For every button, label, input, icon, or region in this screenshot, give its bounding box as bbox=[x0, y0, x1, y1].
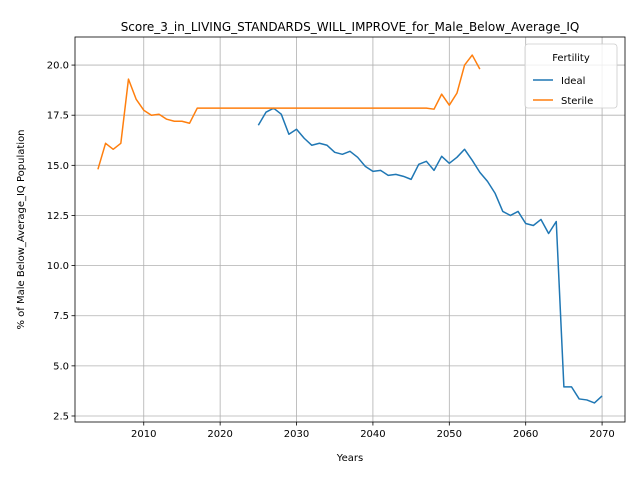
x-tick-label: 2040 bbox=[360, 429, 385, 440]
axis-ticks: 2010 2020 2030 2040 2050 2060 2070 2.5 5.0 7.5 10.… bbox=[47, 61, 615, 440]
legend-label-ideal: Ideal bbox=[561, 76, 585, 87]
x-tick-label: 2010 bbox=[131, 429, 156, 440]
chart-title: Score_3_in_LIVING_STANDARDS_WILL_IMPROVE… bbox=[121, 20, 580, 34]
y-tick-label: 20.0 bbox=[47, 61, 69, 72]
x-tick-label: 2050 bbox=[437, 429, 462, 440]
x-tick-label: 2070 bbox=[589, 429, 614, 440]
y-tick-label: 7.5 bbox=[53, 311, 69, 322]
plot-area bbox=[97, 54, 603, 404]
x-axis-title: Years bbox=[336, 453, 363, 464]
y-tick-label: 12.5 bbox=[47, 211, 69, 222]
y-axis-title: % of Male Below_Average_IQ Population bbox=[16, 129, 27, 329]
y-tick-label: 2.5 bbox=[53, 411, 69, 422]
legend-label-sterile: Sterile bbox=[561, 96, 593, 107]
plot-frame bbox=[74, 36, 626, 423]
x-tick-label: 2020 bbox=[207, 429, 232, 440]
x-tick-label: 2030 bbox=[284, 429, 309, 440]
series-line-sterile bbox=[97, 54, 481, 170]
legend-title: Fertility bbox=[552, 53, 590, 64]
y-tick-label: 5.0 bbox=[53, 361, 69, 372]
x-tick-label: 2060 bbox=[513, 429, 538, 440]
legend-box bbox=[524, 43, 618, 109]
series-line-ideal bbox=[257, 107, 603, 404]
y-tick-label: 10.0 bbox=[47, 261, 69, 272]
y-tick-label: 15.0 bbox=[47, 161, 69, 172]
legend: Fertility Ideal Sterile bbox=[524, 43, 618, 109]
y-tick-label: 17.5 bbox=[47, 111, 69, 122]
